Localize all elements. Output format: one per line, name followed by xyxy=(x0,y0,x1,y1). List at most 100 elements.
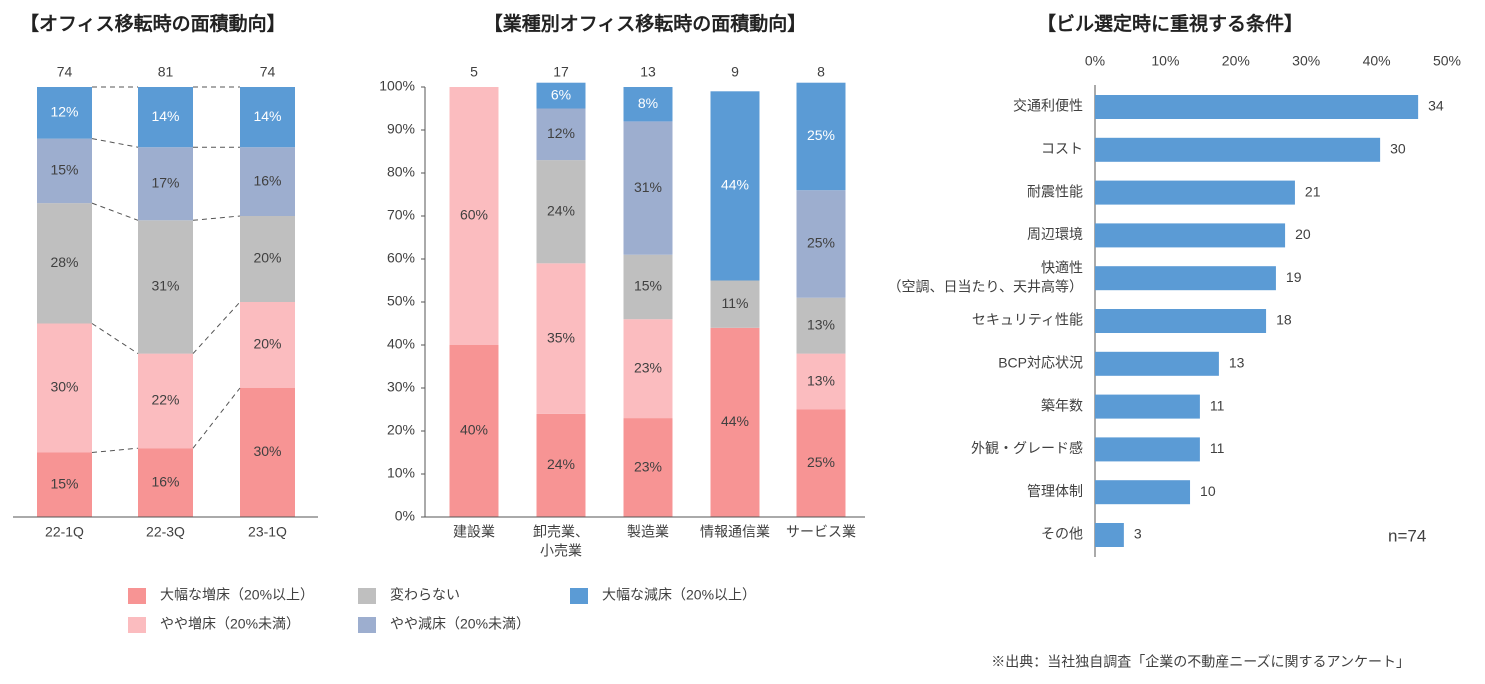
data-label: 3 xyxy=(1134,526,1142,542)
bar-segment xyxy=(536,160,586,264)
data-label: 28% xyxy=(50,254,78,270)
legend-swatch xyxy=(358,617,376,633)
y-tick-label: 0% xyxy=(395,508,415,524)
total-label: 13 xyxy=(640,64,656,80)
bar-segment xyxy=(536,82,586,109)
category-label: 卸売業、 xyxy=(533,524,589,540)
bar-segment xyxy=(240,302,295,388)
data-label: 20% xyxy=(253,336,281,352)
x-tick-label: 10% xyxy=(1151,53,1179,69)
data-label: 25% xyxy=(807,235,835,251)
bar-segment xyxy=(138,147,193,221)
data-label: 20% xyxy=(253,250,281,266)
category-label: 外観・グレード感 xyxy=(971,440,1083,456)
y-tick-label: 20% xyxy=(387,422,415,438)
data-label: 30 xyxy=(1390,141,1406,157)
legend-swatch xyxy=(128,588,146,604)
data-label: 23% xyxy=(634,458,662,474)
bar-segment xyxy=(240,216,295,302)
data-label: 15% xyxy=(50,162,78,178)
category-label: 情報通信業 xyxy=(700,524,770,540)
bar-segment xyxy=(796,190,846,298)
data-label: 12% xyxy=(547,125,575,141)
category-label: （空調、日当たり、天井高等） xyxy=(888,278,1083,294)
data-label: 40% xyxy=(460,422,488,438)
data-label: 14% xyxy=(253,108,281,124)
bar xyxy=(1095,137,1381,162)
data-label: 11 xyxy=(1210,397,1225,413)
y-tick-label: 70% xyxy=(387,207,415,223)
data-label: 24% xyxy=(547,202,575,218)
data-label: 22% xyxy=(151,392,179,408)
chart-title: 【オフィス移転時の面積動向】 xyxy=(20,12,286,35)
data-label: 19 xyxy=(1286,269,1302,285)
total-label: 8 xyxy=(817,64,825,80)
legend-label: やや減床（20%未満） xyxy=(390,616,530,632)
bar-segment xyxy=(449,345,499,517)
chart-title: 【業種別オフィス移転時の面積動向】 xyxy=(484,12,807,35)
bar-segment xyxy=(796,82,846,191)
bar xyxy=(1095,523,1124,547)
total-label: 74 xyxy=(57,64,73,80)
bar-segment xyxy=(623,319,673,419)
y-tick-label: 30% xyxy=(387,379,415,395)
bar-segment xyxy=(37,138,92,204)
category-label: 管理体制 xyxy=(1027,483,1083,499)
bar-segment xyxy=(710,327,760,517)
category-label: 快適性 xyxy=(1041,259,1083,275)
data-label: 13 xyxy=(1229,355,1245,371)
total-label: 81 xyxy=(158,64,174,80)
bar-segment xyxy=(37,323,92,453)
connector xyxy=(192,215,241,221)
category-label: 製造業 xyxy=(627,524,669,540)
data-label: 20 xyxy=(1295,226,1311,242)
connector xyxy=(91,138,139,148)
category-label: 23-1Q xyxy=(248,524,287,540)
y-tick-label: 60% xyxy=(387,250,415,266)
bar-segment xyxy=(240,388,295,517)
category-label: 耐震性能 xyxy=(1027,183,1083,199)
data-label: 30% xyxy=(253,443,281,459)
category-label: 周辺環境 xyxy=(1027,226,1083,242)
data-label: 44% xyxy=(721,413,749,429)
bar xyxy=(1095,180,1295,205)
annotation: n=74 xyxy=(1388,526,1426,545)
x-tick-label: 50% xyxy=(1433,53,1461,69)
total-label: 74 xyxy=(260,64,276,80)
data-label: 30% xyxy=(50,379,78,395)
data-label: 44% xyxy=(721,177,749,193)
data-label: 17% xyxy=(151,174,179,190)
data-label: 15% xyxy=(634,278,662,294)
connector xyxy=(91,323,139,355)
total-label: 5 xyxy=(470,64,478,80)
category-label: 築年数 xyxy=(1041,397,1083,413)
bar-segment xyxy=(623,418,673,517)
bar-segment xyxy=(37,203,92,324)
bar-segment xyxy=(536,413,586,517)
category-label: 22-1Q xyxy=(45,524,84,540)
bar xyxy=(1095,223,1286,248)
bar-segment xyxy=(796,297,846,354)
x-tick-label: 20% xyxy=(1222,53,1250,69)
connector xyxy=(91,447,139,453)
category-label: サービス業 xyxy=(786,524,856,540)
legend-swatch xyxy=(128,617,146,633)
bar-segment xyxy=(536,108,586,161)
bar-segment xyxy=(138,353,193,449)
data-label: 60% xyxy=(460,207,488,223)
category-label: BCP対応状況 xyxy=(998,355,1083,371)
data-label: 35% xyxy=(547,329,575,345)
bar-segment xyxy=(138,87,193,148)
x-tick-label: 0% xyxy=(1085,53,1105,69)
data-label: 10 xyxy=(1200,483,1216,499)
category-label: コスト xyxy=(1041,141,1083,157)
legend-swatch xyxy=(570,588,588,604)
data-label: 23% xyxy=(634,359,662,375)
bar-segment xyxy=(138,220,193,354)
bar-segment xyxy=(240,147,295,216)
y-tick-label: 50% xyxy=(387,293,415,309)
data-label: 21 xyxy=(1305,183,1321,199)
y-tick-label: 10% xyxy=(387,465,415,481)
data-label: 12% xyxy=(50,104,78,120)
data-label: 25% xyxy=(807,454,835,470)
